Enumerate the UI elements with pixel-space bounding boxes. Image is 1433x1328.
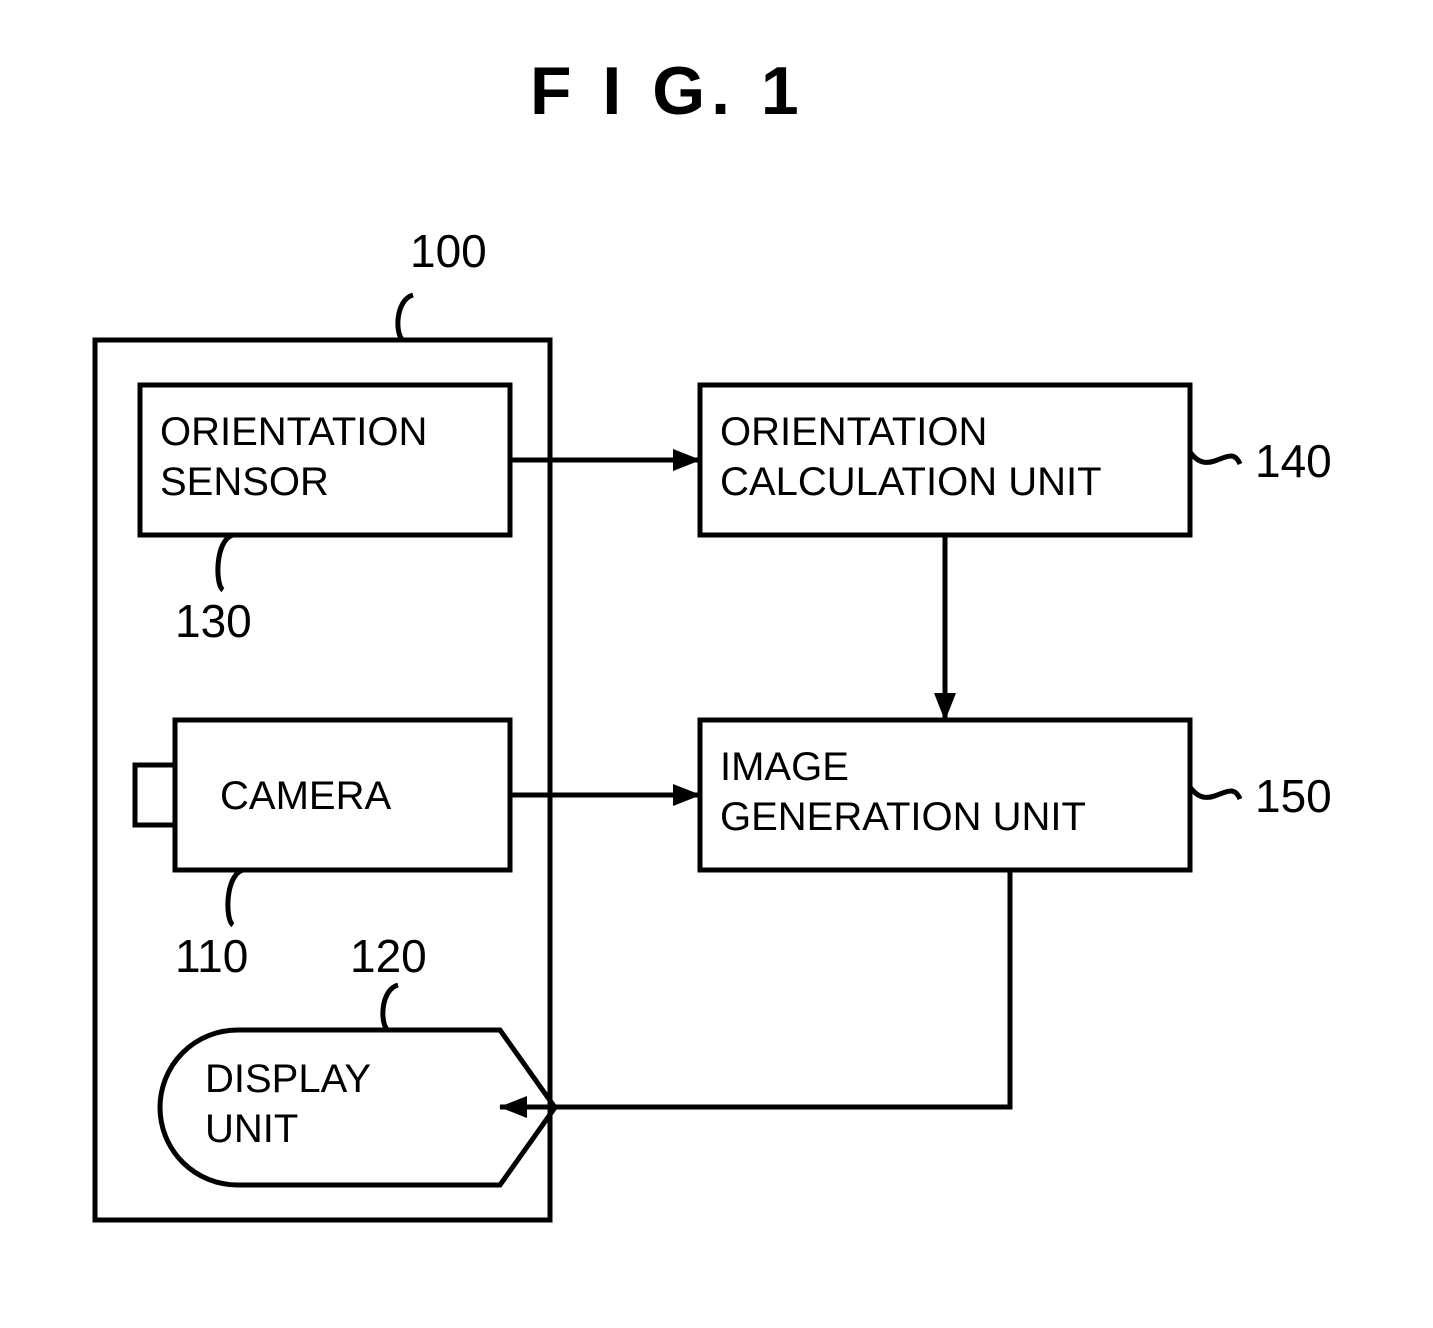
- image-gen-label-2: GENERATION UNIT: [720, 795, 1086, 839]
- ref-150: 150: [1255, 769, 1332, 823]
- image-gen-label-1: IMAGE: [720, 745, 849, 789]
- camera-lens-tab: [135, 765, 175, 825]
- ref-100: 100: [410, 224, 487, 278]
- display-unit-label-2: UNIT: [205, 1107, 298, 1151]
- tick-110: [228, 870, 243, 925]
- ref-110: 110: [175, 929, 248, 983]
- tick-100: [398, 295, 413, 340]
- orientation-sensor-label-1: ORIENTATION: [160, 410, 427, 454]
- tick-150: [1190, 787, 1240, 799]
- camera-label: CAMERA: [220, 774, 391, 818]
- block-diagram: ORIENTATION SENSOR CAMERA DISPLAY UNIT ORIENT…: [0, 0, 1433, 1328]
- orientation-calc-label-2: CALCULATION UNIT: [720, 460, 1102, 504]
- tick-130: [218, 535, 233, 590]
- ref-120: 120: [350, 929, 427, 983]
- tick-140: [1190, 452, 1240, 464]
- display-unit-label-1: DISPLAY: [205, 1057, 371, 1101]
- orientation-calc-label-1: ORIENTATION: [720, 410, 987, 454]
- ref-140: 140: [1255, 434, 1332, 488]
- orientation-sensor-label-2: SENSOR: [160, 460, 329, 504]
- edge-image_gen-to-display_unit: [500, 870, 1010, 1107]
- tick-120: [383, 985, 398, 1030]
- ref-130: 130: [175, 594, 252, 648]
